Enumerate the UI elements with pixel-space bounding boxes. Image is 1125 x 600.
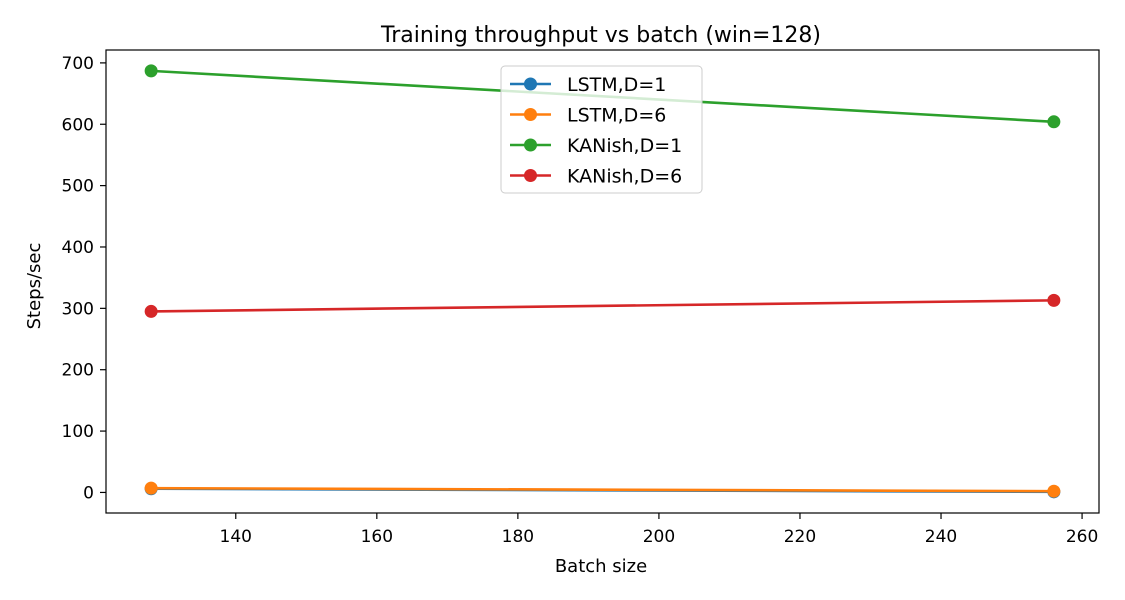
y-tick-label: 100	[62, 422, 94, 442]
legend: LSTM,D=1 LSTM,D=6 KANish,D=1 KANish,D=6	[500, 65, 703, 194]
series-kanish-d-6	[144, 293, 1061, 318]
legend-label: LSTM,D=1	[567, 74, 666, 96]
legend-item: LSTM,D=1	[510, 74, 666, 96]
data-point	[144, 481, 158, 495]
y-axis-label: Steps/sec	[24, 243, 45, 330]
y-tick-label: 600	[62, 115, 94, 135]
series-line	[151, 299, 1054, 313]
series-line	[151, 486, 1054, 493]
y-axis-ticks: 0 100 200 300 400 500 600 700	[62, 54, 106, 503]
legend-item: LSTM,D=6	[510, 105, 666, 127]
y-tick-label: 0	[83, 483, 94, 503]
x-tick-label: 200	[643, 527, 675, 547]
x-tick-label: 180	[502, 527, 534, 547]
legend-label: KANish,D=1	[567, 135, 682, 157]
legend-marker	[524, 138, 537, 152]
legend-marker	[524, 77, 537, 91]
y-tick-label: 700	[62, 54, 94, 74]
legend-label: KANish,D=6	[567, 166, 682, 188]
data-point	[1047, 484, 1061, 498]
x-axis-label: Batch size	[555, 556, 647, 577]
x-axis-ticks: 140 160 180 200 220 240 260	[220, 513, 1098, 547]
legend-marker	[524, 169, 537, 182]
y-tick-label: 200	[62, 361, 94, 381]
legend-item: KANish,D=6	[510, 166, 682, 188]
chart-title: Training throughput vs batch (win=128)	[380, 23, 821, 48]
plot-frame	[105, 49, 1100, 514]
y-tick-label: 300	[62, 299, 94, 319]
series-lstm-d-6	[144, 481, 1061, 498]
legend-item: KANish,D=1	[510, 135, 682, 157]
data-point	[144, 64, 158, 78]
data-point	[1047, 293, 1061, 307]
data-point	[144, 304, 158, 318]
x-tick-label: 240	[925, 527, 957, 547]
x-tick-label: 160	[361, 527, 393, 547]
x-tick-label: 260	[1066, 527, 1098, 547]
x-tick-label: 140	[220, 527, 252, 547]
y-tick-label: 400	[62, 238, 94, 258]
legend-box	[500, 65, 703, 194]
legend-marker	[524, 108, 537, 121]
y-tick-label: 500	[62, 177, 94, 197]
legend-label: LSTM,D=6	[567, 105, 666, 127]
data-point	[1047, 115, 1061, 129]
x-tick-label: 220	[784, 527, 816, 547]
